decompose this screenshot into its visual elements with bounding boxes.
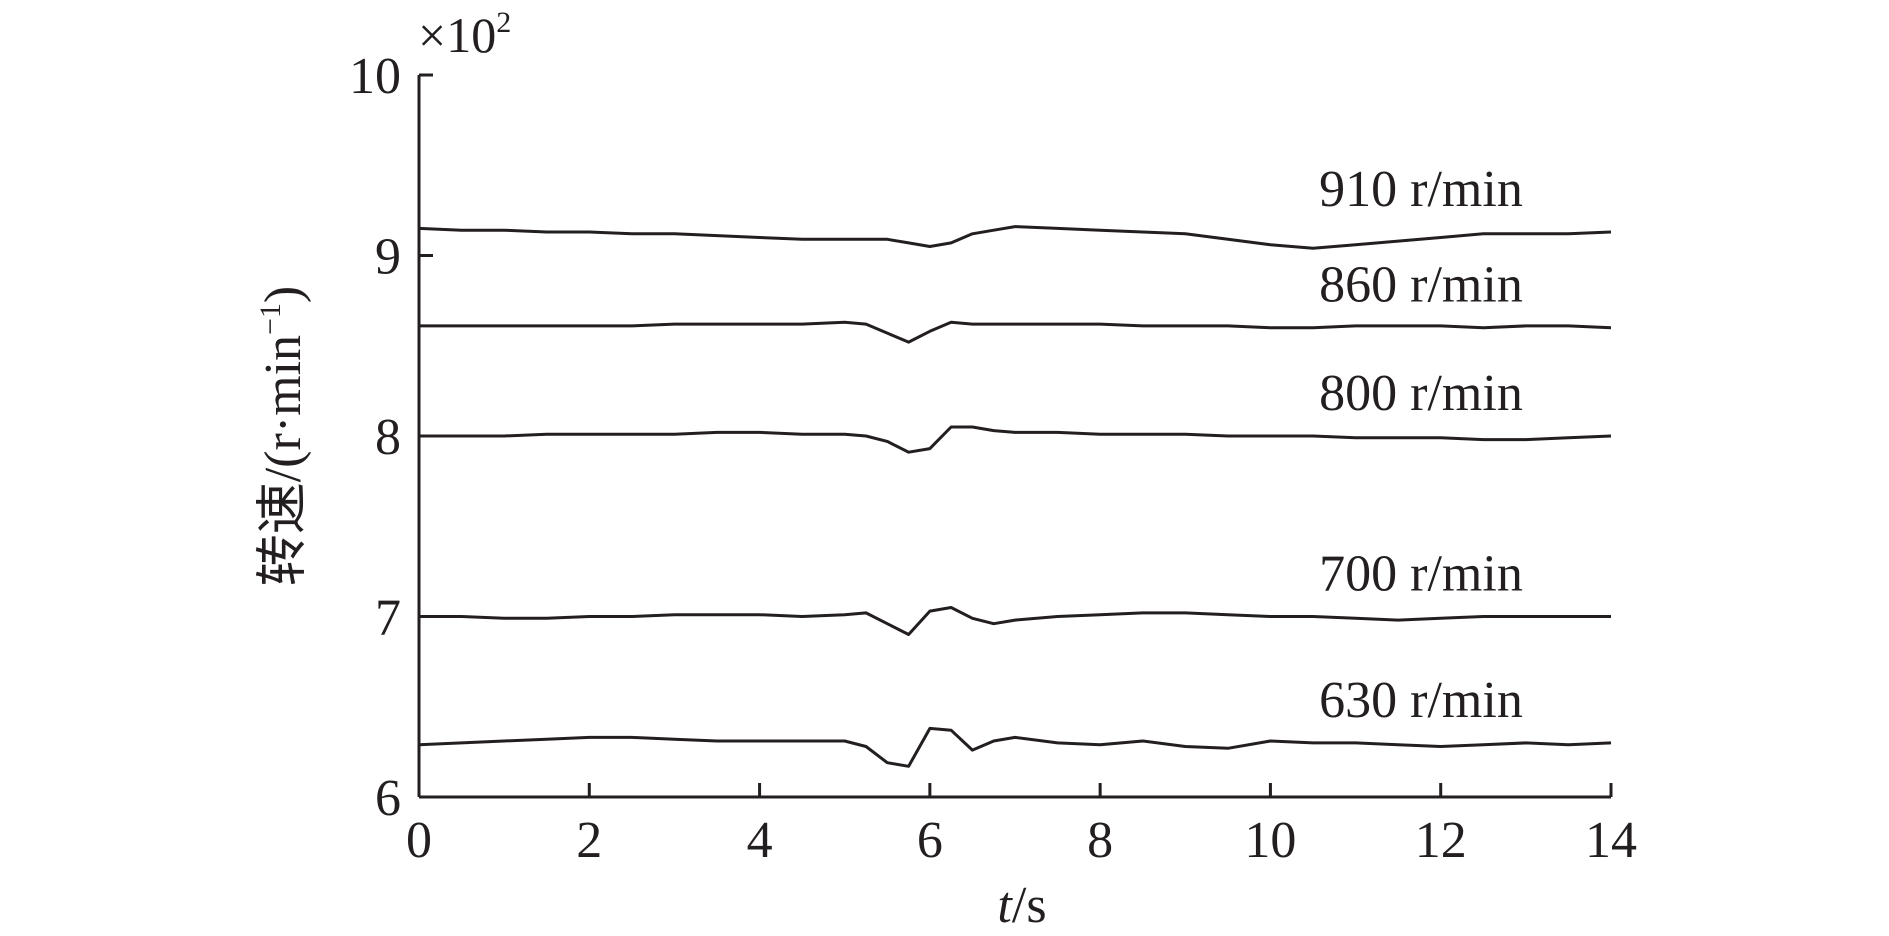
series-line xyxy=(419,320,1612,344)
x-tick-label: 4 xyxy=(747,812,773,869)
series-label: 860 r/min xyxy=(1319,257,1523,314)
series-line xyxy=(418,726,1612,768)
x-tick-label: 12 xyxy=(1415,812,1467,869)
y-label-end: ) xyxy=(255,286,312,303)
x-tick-label: 14 xyxy=(1585,812,1637,869)
x-tick-label: 2 xyxy=(576,812,602,869)
x-tick-label: 10 xyxy=(1244,812,1296,869)
x-tick-label: 6 xyxy=(917,812,943,869)
x-tick-label: 8 xyxy=(1087,812,1113,869)
y-multiplier-exp: 2 xyxy=(496,6,511,39)
y-tick-label: 7 xyxy=(375,590,401,647)
series-label: 630 r/min xyxy=(1319,672,1523,729)
series-line xyxy=(418,225,1612,250)
y-axis-label: 转速/(r·min−1) xyxy=(254,286,312,587)
y-tick-label: 8 xyxy=(375,409,401,466)
y-label-exp: −1 xyxy=(254,303,287,335)
y-tick-label: 9 xyxy=(375,229,401,286)
series-label: 910 r/min xyxy=(1319,161,1523,218)
series-label: 700 r/min xyxy=(1319,546,1523,603)
series-line xyxy=(419,425,1612,454)
y-tick-label: 10 xyxy=(349,48,401,105)
series-line xyxy=(419,606,1611,636)
y-multiplier-base: ×10 xyxy=(418,7,496,63)
x-label-unit: /s xyxy=(1012,877,1047,931)
x-label-var: t xyxy=(997,877,1013,931)
x-axis-label: t/s xyxy=(997,877,1046,931)
y-multiplier: ×102 xyxy=(418,6,511,63)
series-label: 800 r/min xyxy=(1319,365,1523,422)
x-tick-label: 0 xyxy=(406,812,432,869)
y-label-main: 转速/(r·min xyxy=(255,335,312,586)
y-tick-label: 6 xyxy=(375,770,401,827)
